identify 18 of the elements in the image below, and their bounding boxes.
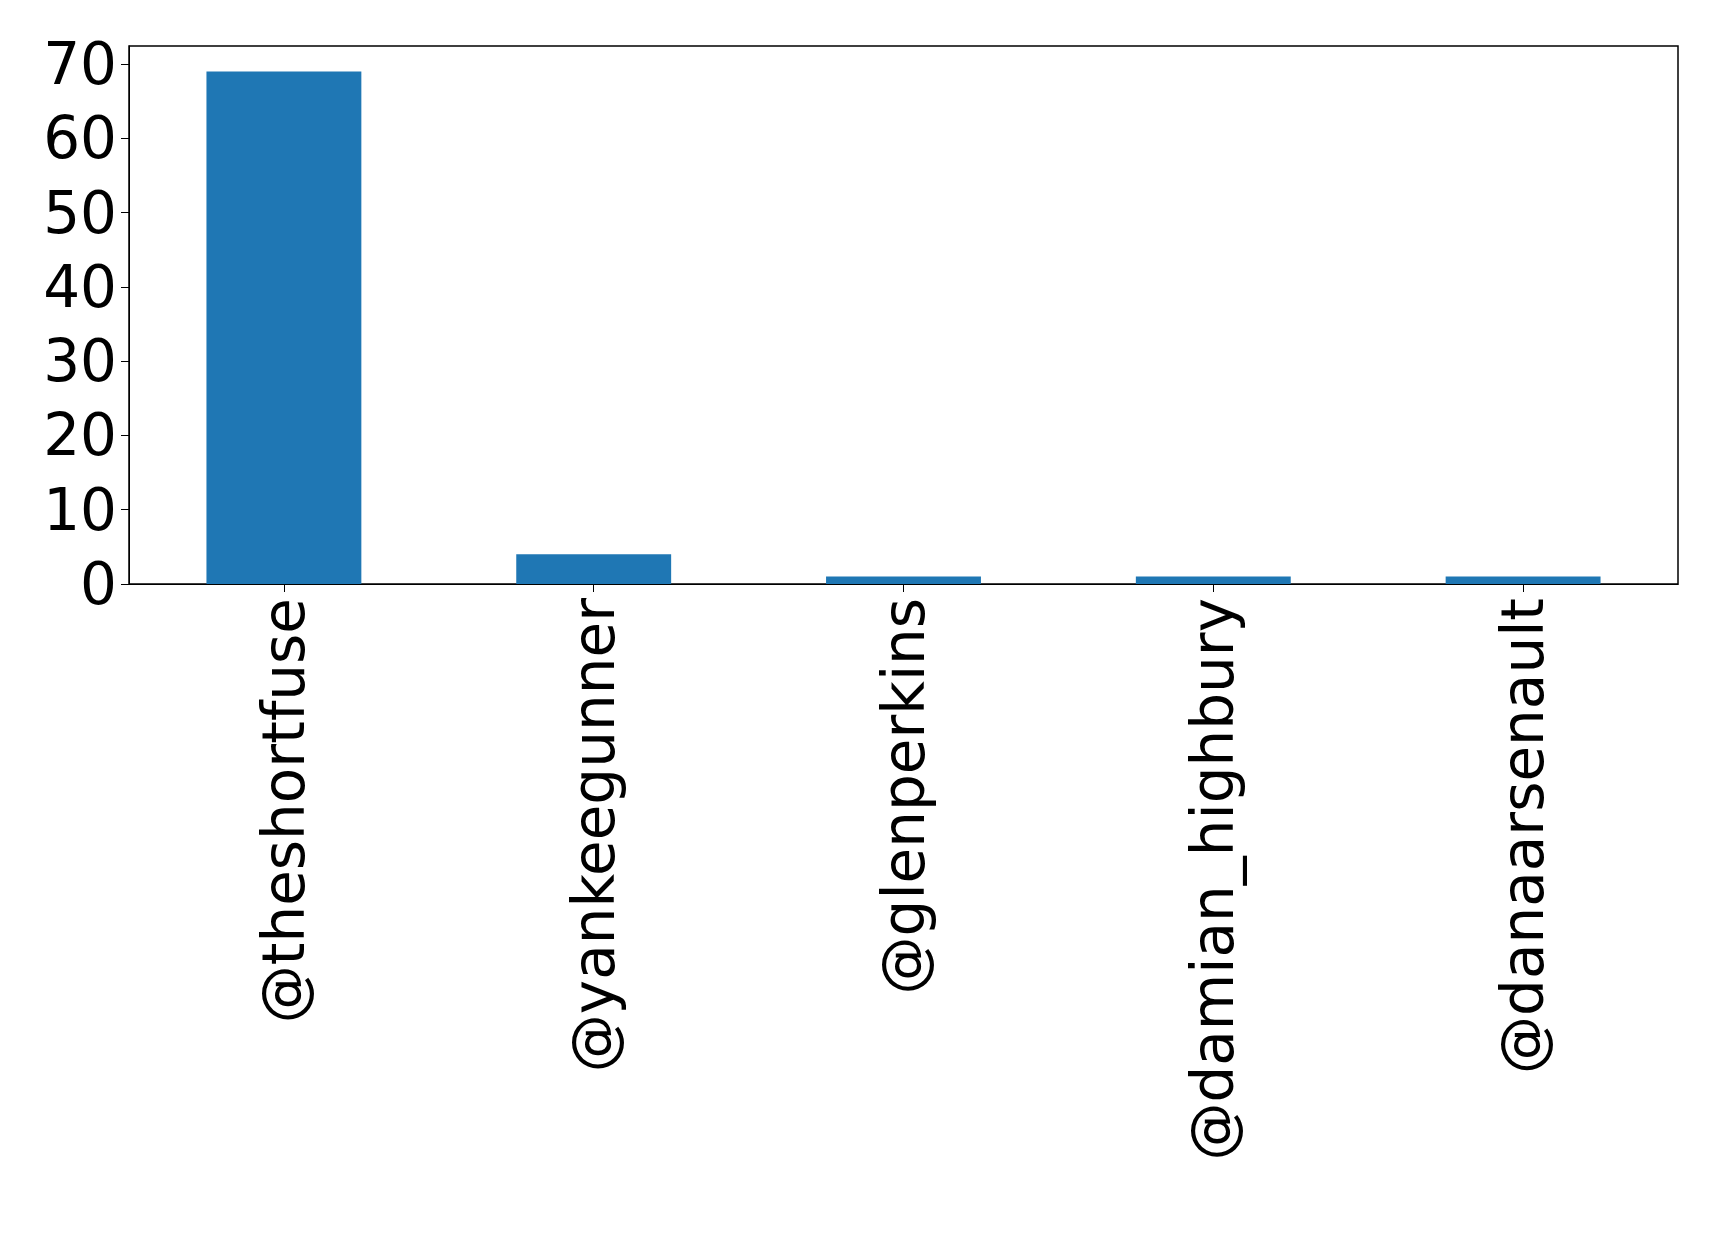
x-tick-label: @glenperkins — [869, 598, 938, 995]
x-tick-label: @damian_highbury — [1179, 598, 1248, 1161]
bar — [206, 71, 362, 584]
y-tick-label: 20 — [43, 401, 117, 470]
y-tick-label: 50 — [43, 178, 117, 247]
bar — [1445, 576, 1601, 584]
x-tick-label: @yankeegunner — [559, 597, 628, 1073]
y-tick-label: 30 — [43, 327, 117, 396]
x-tick-label: @danaarsenault — [1489, 598, 1558, 1074]
bar — [516, 554, 672, 584]
bar — [826, 576, 981, 584]
y-tick-label: 40 — [43, 252, 117, 321]
y-tick-label: 10 — [43, 475, 117, 544]
y-tick-label: 60 — [43, 104, 117, 173]
bar — [1135, 576, 1291, 584]
y-tick-label: 0 — [80, 550, 117, 618]
y-tick-label: 70 — [43, 30, 117, 99]
x-tick-label: @theshortfuse — [249, 598, 318, 1024]
